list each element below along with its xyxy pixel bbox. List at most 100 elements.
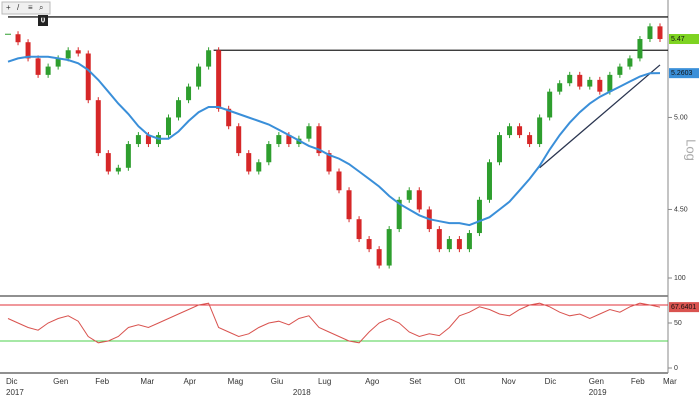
candle [386,229,392,266]
series-line [7,55,661,227]
candle [607,74,613,92]
x-tick-label: Apr [184,377,197,386]
candle [617,66,623,75]
value-badge [669,302,699,313]
axis-label: Log [684,139,699,161]
badge[interactable]: 0 [41,16,46,25]
candle [587,79,593,87]
toolbar: + / ≡ ⌕ 0 [1,1,51,26]
y-tick-label: 0 [674,365,678,372]
candle [15,34,21,43]
candle [356,219,362,240]
x-tick-label: Giu [271,377,283,386]
candle [557,83,563,92]
candle [186,86,192,101]
candle [75,50,81,54]
candle [456,239,462,250]
candle [647,26,653,40]
candle [547,91,553,118]
candle [165,117,171,136]
y-tick-label: 4.50 [674,206,688,213]
candle [627,58,633,67]
candle [226,108,232,127]
candle [476,199,482,234]
value-label: 5.2603 [671,70,693,77]
candle [206,50,212,67]
candle [597,79,603,92]
candle [196,66,202,87]
candle [346,190,352,220]
x-tick-label: Gen [589,377,604,386]
badge-bg [38,15,48,26]
candle [567,74,573,84]
x-tick-label: Mag [228,377,244,386]
candle [396,199,402,230]
candle [256,162,262,172]
candle [95,100,101,154]
candle [537,117,543,145]
x-tick-label: Nov [502,377,516,386]
candle [527,135,533,145]
value-badge [669,68,699,79]
toolbar-bg [1,1,51,15]
y-tick-label: 5.00 [674,114,688,121]
candle [497,135,503,163]
candle [286,135,292,145]
y-tick-label: 100 [674,275,686,282]
year-label: 2018 [293,388,311,397]
candle [326,153,332,172]
year-label: 2017 [6,388,24,397]
x-tick-label: Ago [365,377,380,386]
candle [35,58,41,75]
candle [216,50,222,109]
candle [486,162,492,200]
candle [316,126,322,154]
candle [406,190,412,200]
x-tick-label: Lug [318,377,331,386]
x-tick-label: Mar [663,377,677,386]
value-label: 5.47 [671,36,685,43]
x-tick-label: Set [409,377,422,386]
menu-icon[interactable]: ≡ [28,3,33,12]
candle [446,239,452,250]
x-tick-label: Dic [6,377,18,386]
candle [276,135,282,145]
candle [236,126,242,154]
draw-icon[interactable]: / [17,3,20,12]
value-label: 67.6401 [671,304,696,311]
candle [115,167,121,172]
candle [376,249,382,266]
candle [466,233,472,250]
x-tick-label: Gen [53,377,68,386]
zoom-icon[interactable]: + [6,3,11,12]
candle [125,144,131,168]
x-tick-label: Mar [140,377,154,386]
x-tick-label: Feb [631,377,645,386]
candle [145,135,151,145]
candle [517,126,523,136]
candle [436,229,442,250]
x-tick-label: Dic [545,377,557,386]
candle [85,53,91,101]
candle [176,100,182,118]
x-tick-label: Ott [454,377,465,386]
candle [416,190,422,210]
search-icon[interactable]: ⌕ [39,3,43,12]
candle [45,66,51,75]
candle [366,239,372,250]
candle [336,171,342,191]
candle [25,42,31,59]
candle [246,153,252,172]
series-line [7,302,661,344]
candle [65,50,71,59]
trendline [539,64,661,169]
candle [637,39,643,59]
value-badge [669,34,699,45]
candle [657,26,663,40]
candle [306,126,312,139]
y-tick-label: 50 [674,320,682,327]
year-label: 2019 [589,388,607,397]
x-tick-label: Feb [95,377,109,386]
